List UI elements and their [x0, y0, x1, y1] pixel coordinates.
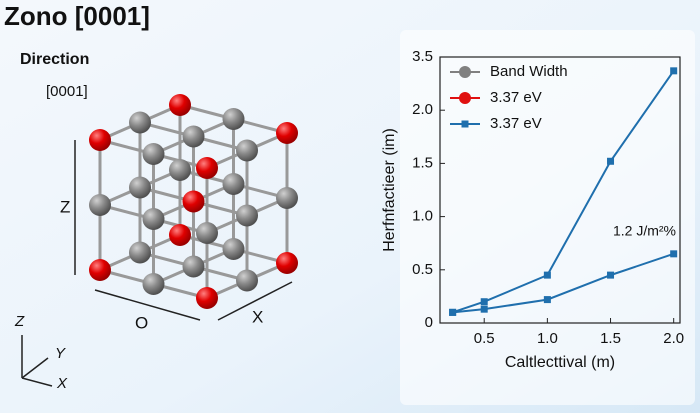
triad-label: Y — [55, 345, 66, 362]
atom — [142, 273, 165, 295]
data-point — [480, 298, 488, 306]
crystal — [89, 94, 298, 309]
data-point — [543, 296, 551, 304]
y-axis-label: Herfnfactieer (im) — [381, 128, 398, 252]
atom — [236, 139, 258, 162]
data-point — [670, 67, 678, 75]
atom — [169, 224, 191, 246]
legend-label: 3.37 eV — [490, 89, 542, 106]
title: Zono [0001] — [4, 1, 150, 31]
legend-label: Band Width — [490, 63, 568, 80]
annotation: 1.2 J/m²% — [613, 223, 676, 239]
atom — [222, 173, 245, 195]
atom — [182, 190, 205, 213]
triad-label: X — [56, 375, 68, 392]
atom — [142, 208, 165, 230]
triad-label: Z — [14, 313, 25, 330]
atom — [196, 222, 218, 244]
y-tick-label: 2.0 — [412, 101, 433, 118]
x-axis-label: Caltlecttival (m) — [505, 354, 615, 371]
atom — [182, 125, 205, 148]
chart-panel — [400, 30, 695, 405]
legend-label: 3.37 eV — [490, 115, 542, 132]
axis-label: Z — [60, 197, 70, 216]
legend-marker — [461, 120, 469, 128]
legend-marker — [459, 66, 471, 78]
y-tick-label: 1.0 — [412, 208, 433, 225]
dimension-arrows — [21, 140, 293, 387]
atom — [276, 187, 298, 209]
atom — [222, 238, 245, 260]
atom — [236, 269, 258, 292]
legend-marker — [459, 92, 471, 104]
x-tick-label: 1.5 — [600, 330, 621, 347]
atom — [129, 176, 151, 199]
plot-frame — [439, 56, 681, 324]
data-point — [670, 250, 678, 258]
data-point — [607, 157, 615, 165]
y-tick-label: 3.5 — [412, 48, 433, 65]
atom — [236, 204, 258, 227]
data-point — [543, 271, 551, 279]
atom — [169, 159, 191, 181]
x-tick-label: 2.0 — [663, 330, 684, 347]
atom — [222, 108, 245, 130]
atom — [196, 287, 218, 309]
data-point — [449, 308, 457, 316]
direction-label: Direction — [20, 51, 89, 68]
atom — [89, 129, 111, 151]
atom — [89, 194, 111, 216]
y-tick-label: 1.5 — [412, 154, 433, 171]
x-tick-label: 1.0 — [537, 330, 558, 347]
atom — [129, 111, 151, 134]
chart: 0 0.5 1.0 1.5 2.0 3.5 0.5 1.0 1.5 2.0 Caltlecttiva… — [381, 48, 684, 371]
direction: [0001] — [46, 83, 88, 100]
atom — [89, 259, 111, 281]
atom — [142, 143, 165, 165]
axis-label: O — [135, 313, 148, 332]
y-tick-label: 0 — [425, 314, 433, 331]
atom — [276, 252, 298, 274]
data-point — [480, 305, 488, 313]
atom — [276, 122, 298, 144]
x-tick-label: 0.5 — [474, 330, 495, 347]
atom — [129, 241, 151, 264]
atom — [169, 94, 191, 116]
atom — [196, 157, 218, 179]
y-tick-label: 0.5 — [412, 261, 433, 278]
data-point — [607, 271, 615, 279]
axis-label: X — [252, 307, 263, 326]
atom — [182, 255, 205, 278]
